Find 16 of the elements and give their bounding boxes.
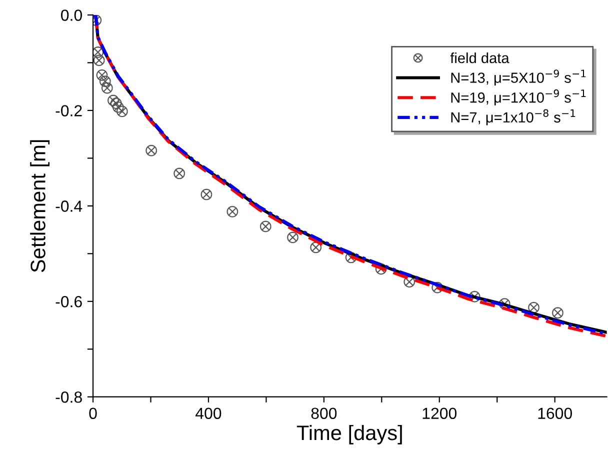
y-tick-label: -0.4 — [56, 200, 82, 212]
y-axis-title: Settlement [m] — [30, 140, 50, 272]
x-axis-title: Time [days] — [296, 424, 402, 444]
legend-label: N=19, μ=1X10$^{−9}$ s$^{−1}$ — [451, 89, 586, 106]
x-tick-label: 400 — [196, 408, 222, 420]
x-tick-label: 1200 — [422, 408, 457, 420]
legend-label: N=13, μ=5X10$^{−9}$ s$^{−1}$ — [451, 70, 586, 86]
x-tick-label: 1600 — [538, 408, 572, 420]
y-tick-label: 0.0 — [61, 10, 82, 21]
y-tick-label: -0.6 — [56, 296, 82, 308]
legend-label: field data — [450, 52, 510, 64]
x-tick-label: 800 — [311, 408, 337, 420]
y-tick-label: -0.2 — [56, 105, 82, 116]
y-tick-label: -0.8 — [56, 392, 82, 403]
x-tick-label: 0 — [89, 408, 97, 420]
legend-label: N=7, μ=1x10$^{−8}$ s$^{−1}$ — [451, 109, 576, 126]
